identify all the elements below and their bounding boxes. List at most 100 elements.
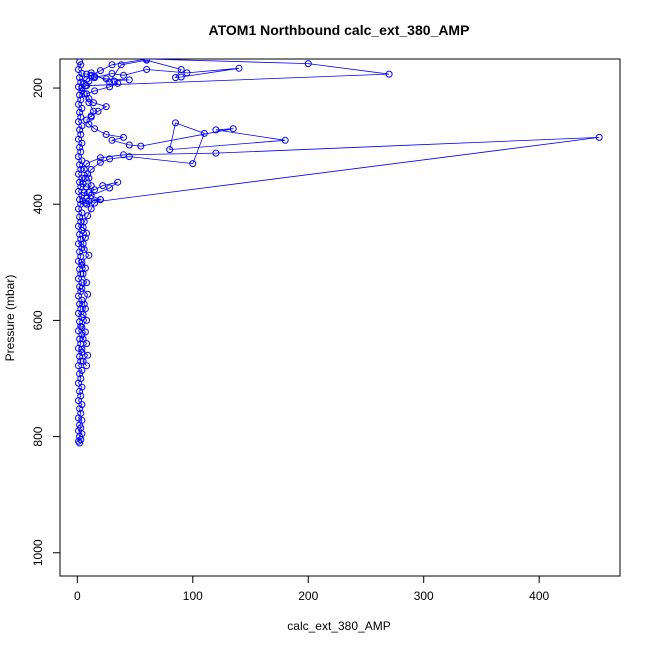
x-tick-label: 0	[74, 589, 81, 603]
data-point	[76, 213, 84, 221]
data-point	[110, 77, 118, 85]
series-2	[78, 59, 289, 370]
plot-frame	[59, 58, 621, 577]
data-point	[78, 139, 86, 147]
data-point	[77, 357, 85, 365]
data-point	[102, 131, 110, 138]
data-point	[96, 154, 104, 162]
data-point	[77, 113, 85, 121]
series-4	[81, 59, 393, 90]
data-point	[85, 189, 93, 197]
data-point	[83, 75, 91, 83]
data-point	[125, 76, 133, 84]
data-point	[385, 70, 393, 78]
data-point	[235, 64, 243, 72]
data-point	[76, 318, 84, 326]
data-point	[78, 345, 86, 353]
data-point	[80, 165, 88, 173]
data-point	[189, 160, 197, 168]
data-point	[96, 67, 104, 75]
data-point	[76, 178, 84, 186]
data-point	[76, 405, 84, 413]
data-point	[79, 357, 87, 365]
data-point	[87, 182, 95, 190]
data-point	[78, 104, 86, 112]
data-point	[99, 182, 107, 190]
data-point	[76, 387, 84, 395]
y-axis: 200 400 600 800 1000	[31, 78, 61, 566]
data-point	[77, 409, 85, 417]
data-point	[78, 285, 86, 292]
chart-title: ATOM1 Northbound calc_ext_380_AMP	[209, 22, 470, 38]
plot-area	[75, 59, 603, 447]
data-point	[212, 126, 220, 134]
data-point	[76, 230, 84, 238]
data-point	[108, 70, 116, 77]
data-point	[76, 335, 84, 343]
x-tick-label: 100	[183, 589, 203, 603]
series-1	[75, 59, 86, 447]
data-point	[78, 383, 86, 391]
data-point	[81, 264, 89, 272]
x-tick-label: 200	[298, 589, 318, 603]
data-point	[94, 107, 102, 115]
x-axis: 0 100 200 300 400	[74, 575, 550, 603]
data-point	[84, 351, 92, 359]
data-point	[76, 74, 84, 82]
data-point	[79, 335, 87, 343]
data-point	[120, 133, 127, 141]
data-point	[77, 148, 85, 156]
data-point	[83, 229, 91, 237]
data-point	[83, 340, 91, 348]
data-point	[117, 61, 125, 69]
data-point	[106, 78, 114, 86]
data-point	[143, 59, 151, 63]
data-point	[76, 300, 84, 308]
data-point	[81, 199, 89, 207]
data-point	[78, 366, 86, 374]
data-point	[83, 362, 91, 370]
data-point	[76, 143, 84, 151]
data-point	[77, 375, 85, 382]
data-point	[200, 129, 208, 137]
data-point	[106, 83, 114, 91]
data-point	[85, 99, 93, 107]
data-point	[137, 142, 145, 150]
data-point	[212, 149, 220, 157]
data-point	[77, 96, 85, 104]
data-point	[81, 234, 89, 242]
data-point	[76, 59, 84, 66]
data-point	[96, 196, 104, 204]
data-point	[143, 66, 151, 73]
data-point	[120, 71, 127, 79]
data-point	[79, 180, 87, 188]
y-tick-label: 200	[31, 78, 45, 98]
y-tick-label: 800	[31, 426, 45, 446]
data-point	[83, 70, 91, 78]
data-point	[77, 392, 85, 400]
x-axis-label: calc_ext_380_AMP	[287, 619, 390, 633]
data-point	[85, 251, 93, 259]
data-point	[172, 119, 179, 127]
data-point	[80, 218, 88, 226]
data-point	[79, 240, 87, 248]
data-point	[81, 82, 89, 90]
data-point	[87, 71, 95, 79]
x-tick-label: 400	[529, 589, 549, 603]
data-point	[79, 311, 87, 319]
data-point	[83, 90, 91, 98]
data-point	[87, 165, 95, 173]
data-point	[106, 184, 114, 192]
data-point	[91, 87, 99, 95]
data-point	[85, 120, 93, 128]
data-point	[76, 352, 84, 360]
data-point	[78, 70, 86, 77]
data-point	[84, 290, 92, 298]
y-tick-label: 1000	[31, 539, 45, 566]
data-point	[81, 328, 89, 336]
data-point	[83, 160, 91, 168]
data-point	[76, 126, 84, 134]
data-point	[177, 66, 185, 73]
series-line	[82, 137, 600, 205]
data-point	[79, 270, 87, 278]
